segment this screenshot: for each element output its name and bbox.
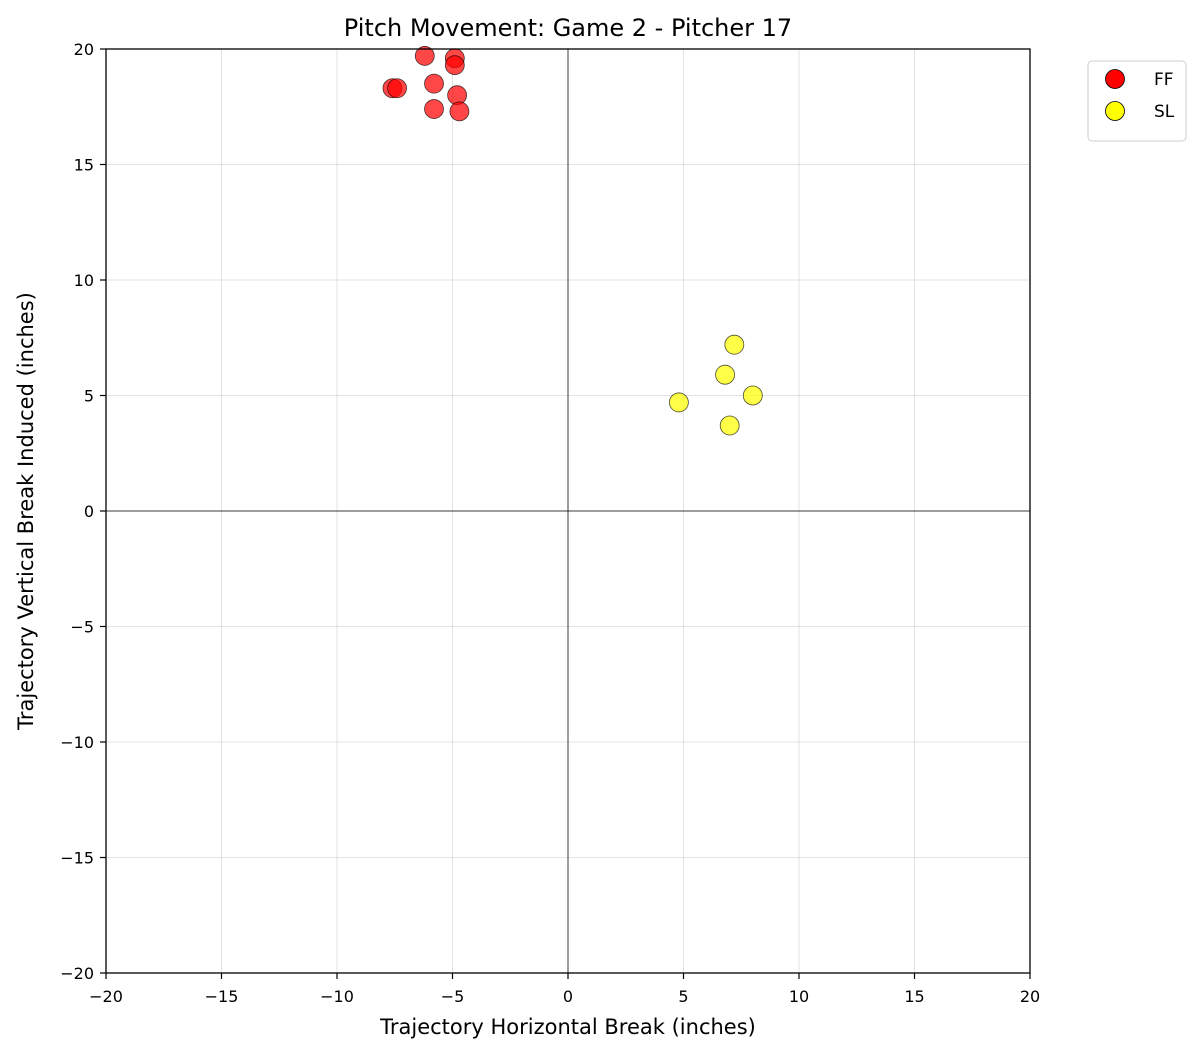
point-FF-3 [424, 73, 444, 94]
point-SL-0 [668, 392, 689, 413]
legend-label-SL: SL [1154, 102, 1175, 122]
point-FF-2 [414, 46, 435, 66]
legend-label-FF: FF [1154, 70, 1174, 90]
point-FF-4 [424, 99, 444, 119]
x-tick-label: 20 [1020, 987, 1040, 1006]
x-tick-label: 15 [904, 987, 924, 1006]
x-tick-label: −15 [205, 987, 239, 1006]
x-tick-label: 10 [789, 987, 809, 1006]
y-tick-label: 15 [74, 156, 94, 175]
y-tick-label: −5 [70, 618, 94, 637]
point-FF-8 [449, 101, 470, 122]
legend: FF SL [1087, 60, 1187, 142]
series-FF [382, 46, 470, 122]
x-tick-label: −20 [89, 987, 123, 1006]
x-tick-label: −5 [441, 987, 465, 1006]
x-tick-label: −10 [320, 987, 354, 1006]
scatter-points [382, 46, 763, 436]
y-tick-label: 20 [74, 40, 94, 59]
zero-lines [106, 49, 1030, 973]
series-SL [668, 334, 763, 436]
point-SL-1 [715, 364, 735, 385]
y-tick-label: −20 [60, 964, 94, 983]
point-SL-4 [742, 385, 763, 406]
y-tick-label: −15 [60, 849, 94, 868]
y-tick-label: 10 [74, 271, 94, 290]
x-tick-label: 0 [563, 987, 573, 1006]
y-tick-label: 5 [84, 387, 94, 406]
point-FF-1 [387, 78, 407, 99]
y-axis-label: Trajectory Vertical Break Induced (inche… [14, 292, 38, 731]
legend-marker-FF [1105, 69, 1125, 89]
point-SL-3 [724, 334, 745, 355]
axis-ticks: −20 −15 −10 −5 0 5 10 15 20 −20 −15 −10 −5 0 5 10 15 20 [60, 40, 1040, 1006]
point-SL-2 [719, 415, 740, 436]
legend-marker-SL [1105, 101, 1125, 121]
chart-title: Pitch Movement: Game 2 - Pitcher 17 [344, 14, 792, 42]
x-tick-label: 5 [678, 987, 688, 1006]
point-FF-6 [444, 55, 465, 76]
y-tick-label: −10 [60, 733, 94, 752]
y-tick-label: 0 [84, 502, 94, 521]
x-axis-label: Trajectory Horizontal Break (inches) [379, 1015, 756, 1039]
